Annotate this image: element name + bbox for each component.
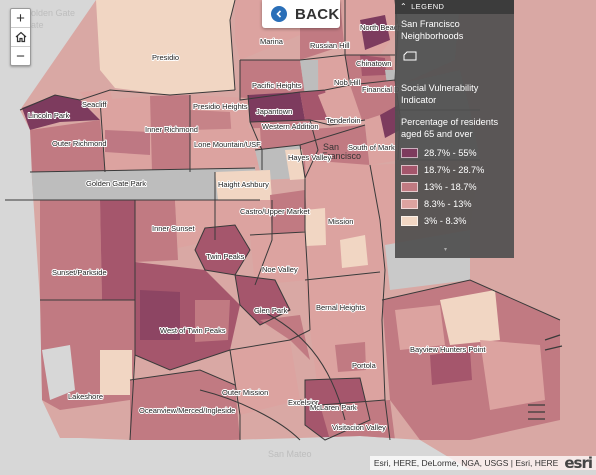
legend-class-label: 18.7% - 28.7% — [424, 164, 485, 175]
neighborhood-label[interactable]: Japantown — [255, 106, 293, 117]
legend-class-row: 8.3% - 13% — [401, 195, 508, 212]
home-icon — [15, 31, 26, 43]
neighborhood-label[interactable]: Castro/Upper Market — [239, 206, 312, 217]
neighborhood-label[interactable]: Marina — [259, 36, 285, 47]
legend-class-row: 13% - 18.7% — [401, 178, 508, 195]
neighborhood-label[interactable]: Western Addition — [261, 121, 320, 132]
neighborhood-label[interactable]: Excelsior — [287, 397, 320, 408]
back-button-label: BACK — [295, 5, 340, 23]
legend-class-label: 13% - 18.7% — [424, 181, 477, 192]
neighborhood-label[interactable]: Nob Hill — [333, 77, 362, 88]
neighborhood-label[interactable]: Financial D — [361, 84, 401, 95]
neighborhood-label[interactable]: Mission — [327, 216, 354, 227]
piers — [528, 334, 563, 420]
chevron-left-icon — [271, 6, 287, 22]
legend-class-row: 18.7% - 28.7% — [401, 161, 508, 178]
legend-swatch — [401, 198, 418, 209]
neighborhood-label[interactable]: Portola — [351, 360, 378, 371]
neighborhood-label[interactable]: Lone Mountain/USF — [193, 139, 262, 150]
legend-swatch — [401, 147, 418, 158]
neighborhood-label[interactable]: Oceanview/Merced/Ingleside — [138, 405, 236, 416]
neighborhood-label[interactable]: Lincoln Park — [27, 110, 71, 121]
zoom-in-button[interactable]: + — [11, 9, 30, 28]
city-label: San — [323, 142, 339, 152]
legend-class-row: 28.7% - 55% — [401, 144, 508, 161]
legend-class-label: 28.7% - 55% — [424, 147, 477, 158]
neighborhood-label[interactable]: Bernal Heights — [315, 302, 366, 313]
legend-class-label: 3% - 8.3% — [424, 215, 467, 226]
legend-class-label: 8.3% - 13% — [424, 198, 472, 209]
neighborhood-label[interactable]: Outer Richmond — [51, 138, 108, 149]
neighborhood-label[interactable]: West of Twin Peaks — [159, 325, 227, 336]
watermark-san-mateo: San Mateo — [268, 449, 312, 459]
neighborhood-label[interactable]: South of Mark — [347, 142, 396, 153]
city-label: Francisco — [322, 151, 361, 161]
zoom-out-button[interactable]: − — [16, 47, 25, 65]
neighborhood-label[interactable]: Twin Peaks — [205, 251, 246, 262]
back-button[interactable]: BACK — [262, 0, 340, 28]
watermark-golden-gate: Golden Gate — [24, 8, 75, 18]
neighborhood-label[interactable]: Sunset/Parkside — [51, 267, 108, 278]
neighborhood-labels: Presidio Marina Russian Hill North Beach Chi… — [27, 22, 487, 433]
attribution-text: Esri, HERE, DeLorme, NGA, USGS | Esri, H… — [373, 458, 559, 468]
neighborhood-label[interactable]: North Beach — [359, 22, 403, 33]
zoom-control: + − — [10, 8, 31, 66]
attribution-bar: Esri, HERE, DeLorme, NGA, USGS | Esri, H… — [369, 454, 596, 472]
polygon-outline-icon — [403, 51, 417, 61]
neighborhood-label[interactable]: Haight Ashbury — [217, 179, 270, 190]
neighborhood-label[interactable]: Bayview Hunters Point — [409, 344, 487, 355]
neighborhood-label[interactable]: Noe Valley — [261, 264, 299, 275]
legend-layer-neighborhoods: San Francisco Neighborhoods — [401, 18, 508, 74]
neighborhood-label[interactable]: Inner Sunset — [151, 223, 196, 234]
legend-panel: ⌃ LEGEND San Francisco Neighborhoods Soc… — [395, 0, 514, 258]
esri-logo[interactable]: esri — [564, 454, 593, 472]
legend-header-label: LEGEND — [411, 2, 445, 11]
neighborhood-label[interactable]: Presidio Heights — [192, 101, 249, 112]
neighborhood-label[interactable]: McLaren Park — [309, 402, 358, 413]
scroll-indicator[interactable]: ▾ — [444, 247, 448, 253]
neighborhood-label[interactable]: Presidio — [151, 52, 180, 63]
legend-swatch — [401, 215, 418, 226]
neighborhood-label[interactable]: Chinatown — [355, 58, 392, 69]
legend-swatch — [401, 164, 418, 175]
neighborhood-label[interactable]: Russian Hill — [309, 40, 351, 51]
svg-text:Gate: Gate — [24, 20, 44, 30]
chevron-up-icon[interactable]: ⌃ — [400, 2, 408, 11]
neighborhood-label[interactable]: Hayes Valley — [287, 152, 332, 163]
home-button[interactable] — [11, 28, 30, 47]
legend-swatch — [401, 181, 418, 192]
neighborhood-label[interactable]: Tenderloin — [325, 115, 362, 126]
neighborhood-label[interactable]: Seacliff — [81, 99, 108, 110]
legend-layer-title: San Francisco Neighborhoods — [401, 19, 464, 41]
legend-header[interactable]: ⌃ LEGEND — [395, 0, 514, 14]
neighborhood-label[interactable]: Outer Mission — [221, 387, 269, 398]
neighborhood-label[interactable]: Golden Gate Park — [85, 178, 147, 189]
neighborhood-label[interactable]: Pacific Heights — [251, 80, 303, 91]
neighborhood-label[interactable]: Visitacion Valley — [331, 422, 387, 433]
legend-layer-vulnerability: Social Vulnerability Indicator Percentag… — [401, 82, 508, 229]
legend-layer-subtitle: Percentage of residents aged 65 and over — [401, 117, 499, 139]
neighborhood-label[interactable]: Glen Park — [253, 305, 289, 316]
legend-layer-title: Social Vulnerability Indicator — [401, 83, 479, 105]
neighborhood-label[interactable]: Inner Richmond — [144, 124, 199, 135]
legend-class-row: 3% - 8.3% — [401, 212, 508, 229]
neighborhood-label[interactable]: Lakeshore — [67, 391, 104, 402]
